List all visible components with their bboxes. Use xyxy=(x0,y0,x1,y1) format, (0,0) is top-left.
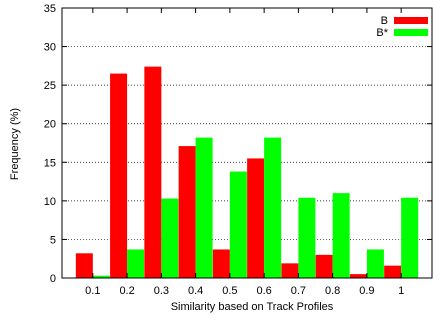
legend-label: B* xyxy=(376,27,388,39)
y-tick-label: 20 xyxy=(44,119,56,131)
bar-b-star-0.7 xyxy=(298,197,316,278)
bar-b-star-0.6 xyxy=(264,137,282,278)
bar-b-0.4 xyxy=(178,146,196,278)
legend-label: B xyxy=(381,15,388,27)
x-tick-label: 0.2 xyxy=(119,285,134,297)
x-tick-label: 0.4 xyxy=(188,285,203,297)
x-tick-label: 0.5 xyxy=(222,285,237,297)
bar-b-star-0.5 xyxy=(229,171,247,278)
y-tick-label: 10 xyxy=(44,196,56,208)
bar-b-star-0.2 xyxy=(127,249,145,278)
y-tick-label: 25 xyxy=(44,80,56,92)
x-tick-label: 1 xyxy=(398,285,404,297)
y-axis-label: Frequency (%) xyxy=(9,108,21,180)
bar-b-star-0.9 xyxy=(366,249,384,278)
bar-b-0.8 xyxy=(315,254,333,278)
bar-b-star-0.3 xyxy=(161,198,179,278)
bar-b-star-0.8 xyxy=(332,193,350,278)
y-tick-label: 15 xyxy=(44,157,56,169)
bar-b-star-0.4 xyxy=(195,137,213,278)
bar-b-0.1 xyxy=(75,253,93,278)
legend-swatch xyxy=(394,29,428,36)
y-tick-label: 0 xyxy=(50,273,56,285)
x-axis-label: Similarity based on Track Profiles xyxy=(171,301,334,313)
bar-b-star-0.1 xyxy=(92,275,110,278)
bar-b-0.3 xyxy=(144,66,162,278)
legend: BB* xyxy=(376,15,428,39)
x-tick-label: 0.9 xyxy=(359,285,374,297)
x-tick-label: 0.3 xyxy=(154,285,169,297)
bar-b-0.2 xyxy=(110,73,128,278)
legend-swatch xyxy=(394,17,428,24)
x-tick-label: 0.1 xyxy=(85,285,100,297)
bar-b-0.7 xyxy=(281,263,299,278)
bar-b-1 xyxy=(384,265,402,278)
axes: 0 5 10 15 20 25 30 35 0.1 0.2 0.3 0.4 0.5 0.6 0.7 0.8 0.… xyxy=(44,3,433,297)
bar-b-0.5 xyxy=(212,249,230,278)
plot-frame xyxy=(61,7,433,279)
x-tick-label: 0.6 xyxy=(256,285,271,297)
bar-b-0.9 xyxy=(349,274,367,278)
bar-b-star-1 xyxy=(401,197,419,278)
x-tick-label: 0.8 xyxy=(325,285,340,297)
x-tick-label: 0.7 xyxy=(291,285,306,297)
y-tick-label: 5 xyxy=(50,234,56,246)
y-tick-label: 30 xyxy=(44,42,56,54)
y-tick-label: 35 xyxy=(44,3,56,15)
bar-b-0.6 xyxy=(247,158,265,278)
bars xyxy=(75,66,419,278)
